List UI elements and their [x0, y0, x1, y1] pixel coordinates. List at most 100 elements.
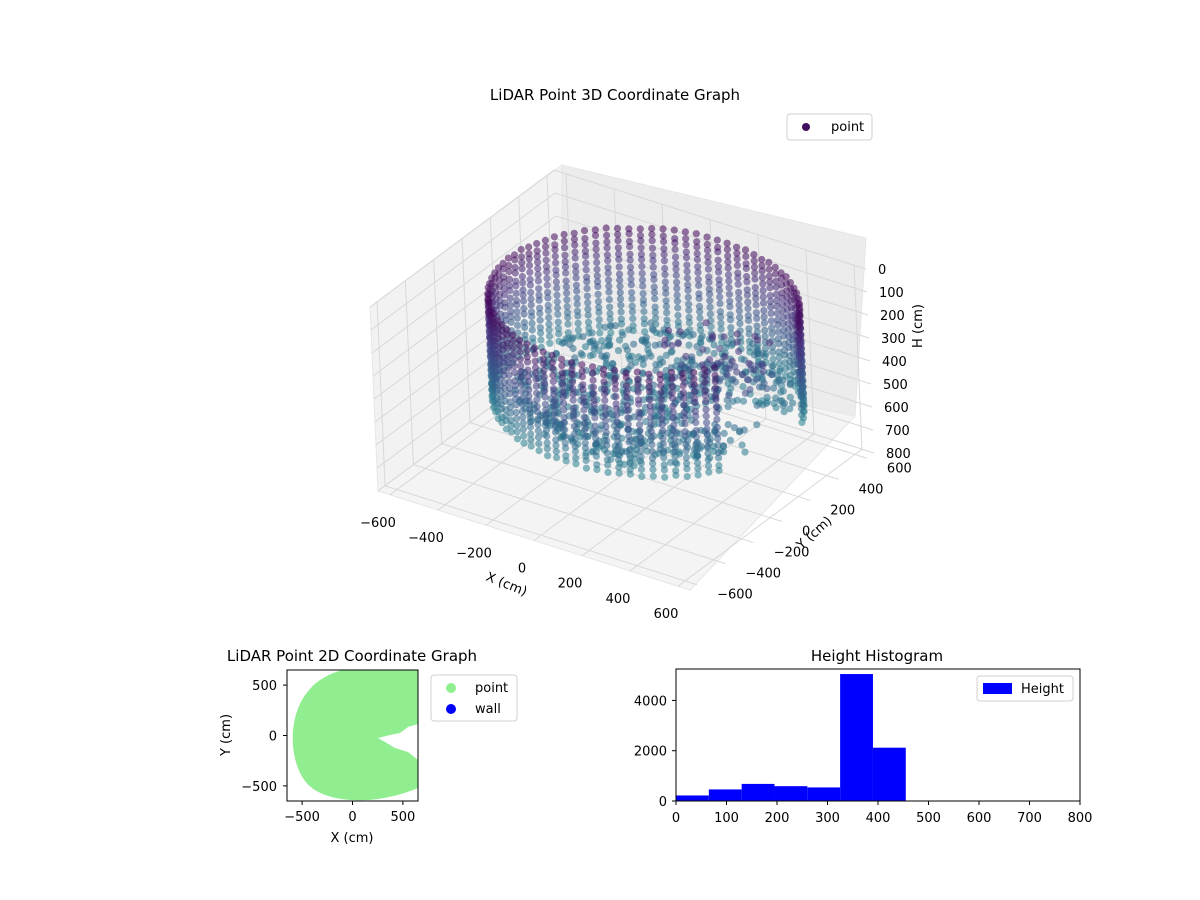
point-3d — [570, 422, 579, 430]
point-3d — [735, 295, 743, 303]
point-3d — [724, 258, 732, 266]
point-3d — [506, 390, 514, 398]
point-3d — [795, 311, 803, 319]
point-3d — [534, 277, 543, 285]
point-3d — [774, 316, 782, 324]
point-3d — [733, 330, 741, 338]
point-3d — [693, 445, 701, 453]
point-3d — [795, 361, 804, 369]
point-3d — [681, 228, 690, 236]
point-3d — [516, 348, 524, 356]
point-3d — [543, 281, 551, 289]
point-3d — [513, 421, 521, 430]
point-3d — [705, 273, 713, 281]
point-3d — [531, 363, 540, 372]
point-3d — [533, 402, 541, 411]
point-3d — [668, 389, 676, 397]
point-3d — [599, 365, 608, 373]
point-3d — [516, 355, 525, 363]
point-3d — [625, 438, 633, 446]
point-3d — [688, 353, 696, 361]
point-3d — [660, 250, 668, 259]
y-tick-label-3d: 0 — [802, 525, 810, 540]
point-3d — [636, 433, 644, 441]
point-3d — [679, 369, 687, 377]
point-3d — [796, 373, 804, 381]
x-tick-label-3d: 0 — [518, 562, 526, 577]
point-3d — [694, 471, 702, 479]
point-3d — [684, 293, 692, 301]
point-3d — [779, 387, 787, 395]
point-3d — [611, 380, 619, 388]
point-3d — [540, 367, 548, 375]
point-3d — [544, 294, 552, 302]
point-3d — [796, 304, 804, 312]
point-3d — [652, 361, 660, 369]
point-3d — [570, 229, 578, 237]
point-3d — [573, 307, 582, 315]
point-3d — [634, 388, 642, 396]
z-tick-label-3d: 100 — [879, 286, 904, 301]
point-3d — [545, 314, 553, 322]
point-3d — [717, 319, 725, 327]
point-3d — [524, 358, 532, 366]
point-3d — [710, 349, 718, 358]
point-3d — [743, 376, 752, 384]
point-3d — [637, 453, 645, 461]
point-3d — [537, 336, 545, 344]
point-3d — [615, 336, 624, 344]
point-3d — [579, 394, 587, 402]
point-3d — [546, 339, 554, 347]
point-3d — [590, 396, 598, 404]
point-3d — [603, 238, 611, 246]
point-3d — [512, 395, 520, 403]
legend-point-2d-label: point — [475, 681, 508, 696]
point-3d — [520, 304, 528, 313]
point-3d — [669, 414, 678, 422]
z-tick-label-3d: 300 — [881, 332, 906, 347]
point-3d — [647, 420, 655, 429]
point-3d — [772, 283, 780, 291]
point-3d — [628, 289, 636, 297]
point-3d — [619, 331, 627, 339]
point-3d — [762, 344, 770, 352]
point-3d — [672, 271, 680, 279]
point-3d — [524, 378, 533, 386]
legend-2d: point wall — [430, 674, 518, 722]
point-3d — [651, 308, 659, 316]
point-3d — [768, 370, 776, 378]
point-3d — [519, 286, 527, 294]
point-3d — [760, 307, 768, 315]
point-3d — [533, 389, 541, 397]
point-3d — [569, 385, 577, 393]
point-3d — [674, 304, 682, 312]
legend-point-label: point — [831, 120, 864, 135]
y-tick-label-2d: 0 — [269, 730, 277, 745]
point-3d — [571, 442, 579, 451]
point-3d — [643, 447, 651, 455]
point-3d — [706, 356, 714, 364]
point-3d — [753, 421, 761, 429]
y-tick-label-2d: 500 — [252, 679, 277, 694]
point-3d — [685, 341, 693, 349]
point-3d — [637, 459, 645, 467]
point-3d — [513, 308, 521, 316]
point-3d — [574, 319, 582, 327]
point-3d — [582, 259, 590, 267]
point-3d — [613, 425, 621, 433]
point-3d — [661, 271, 669, 279]
point-3d — [713, 430, 722, 438]
point-3d — [614, 456, 623, 464]
point-3d — [513, 435, 522, 443]
point-3d — [593, 278, 602, 286]
point-3d — [525, 255, 533, 263]
point-3d — [660, 238, 668, 246]
point-3d — [725, 277, 733, 285]
point-3d — [517, 373, 525, 381]
point-3d — [592, 440, 600, 448]
point-3d — [512, 296, 521, 305]
point-3d — [658, 402, 666, 410]
point-3d — [753, 314, 761, 322]
point-3d — [534, 427, 542, 435]
